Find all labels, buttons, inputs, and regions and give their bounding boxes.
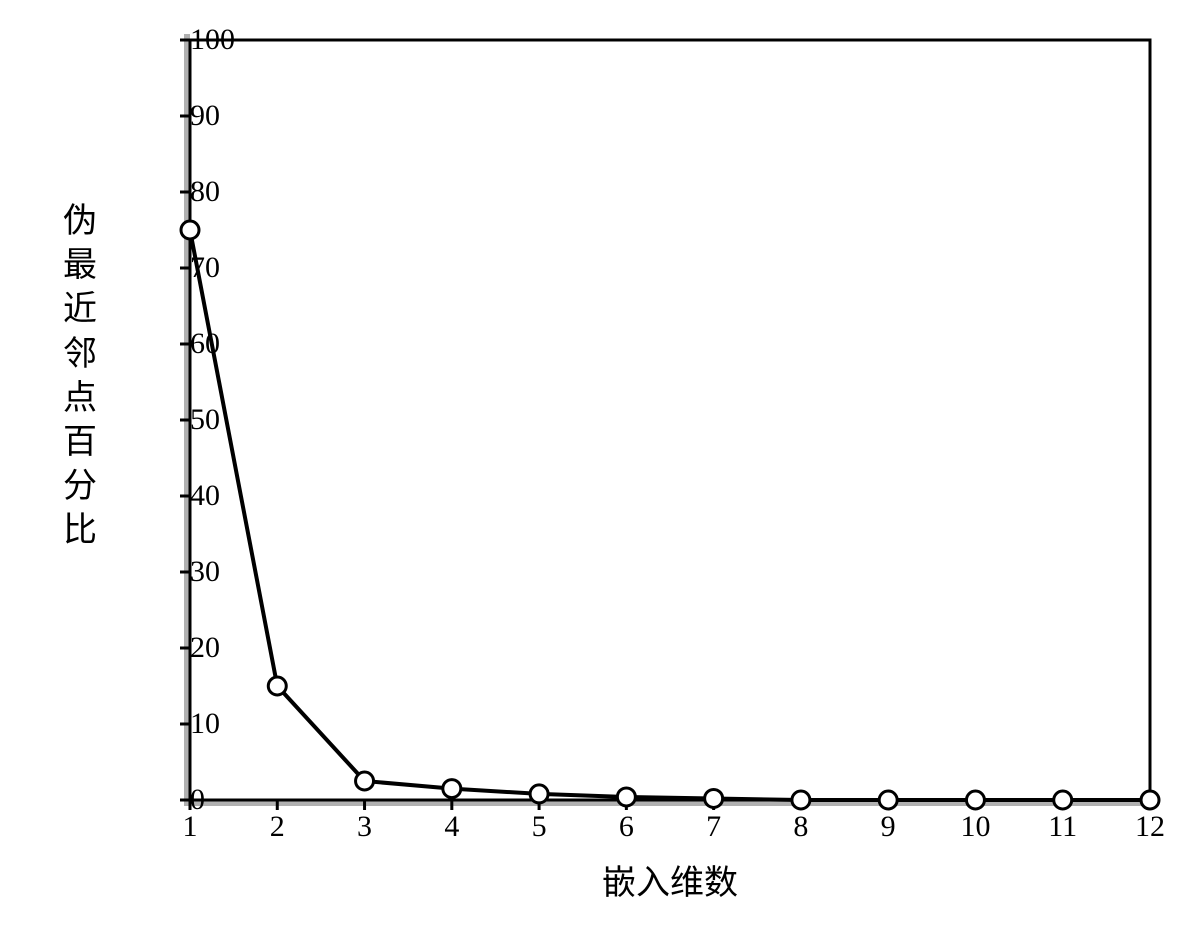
x-tick-label: 11 (1048, 810, 1077, 844)
data-marker (966, 791, 984, 809)
data-marker (530, 785, 548, 803)
data-marker (181, 221, 199, 239)
data-marker (443, 780, 461, 798)
data-marker (1141, 791, 1159, 809)
data-marker (705, 789, 723, 807)
data-line (190, 230, 1150, 800)
y-axis-label-char: 百 (60, 421, 100, 465)
y-axis-label-char: 邻 (60, 333, 100, 377)
y-axis-label-char: 近 (60, 288, 100, 332)
y-axis-label-char: 最 (60, 244, 100, 288)
data-marker (879, 791, 897, 809)
y-axis-label-char: 比 (60, 509, 100, 553)
data-marker (356, 772, 374, 790)
x-tick-label: 9 (881, 810, 896, 844)
x-tick-label: 8 (793, 810, 808, 844)
y-axis-label-char: 分 (60, 465, 100, 509)
plot-border (190, 40, 1150, 800)
x-tick-label: 7 (706, 810, 721, 844)
data-marker (1054, 791, 1072, 809)
x-tick-label: 4 (444, 810, 459, 844)
chart-container: 伪最近邻点百分比 0102030405060708090100123456789… (60, 20, 1160, 920)
x-tick-label: 1 (183, 810, 198, 844)
data-marker (268, 677, 286, 695)
data-marker (792, 791, 810, 809)
x-tick-label: 10 (960, 810, 990, 844)
x-axis-label: 嵌入维数 (602, 855, 738, 904)
y-axis-label-char: 点 (60, 377, 100, 421)
plot-svg (190, 40, 1150, 800)
y-axis-label: 伪最近邻点百分比 (60, 200, 100, 554)
x-tick-label: 5 (532, 810, 547, 844)
plot-area: 0102030405060708090100123456789101112 (190, 40, 1150, 800)
y-axis-label-char: 伪 (60, 200, 100, 244)
data-marker (617, 788, 635, 806)
x-tick-label: 12 (1135, 810, 1165, 844)
x-tick-label: 2 (270, 810, 285, 844)
x-tick-label: 6 (619, 810, 634, 844)
x-tick-label: 3 (357, 810, 372, 844)
